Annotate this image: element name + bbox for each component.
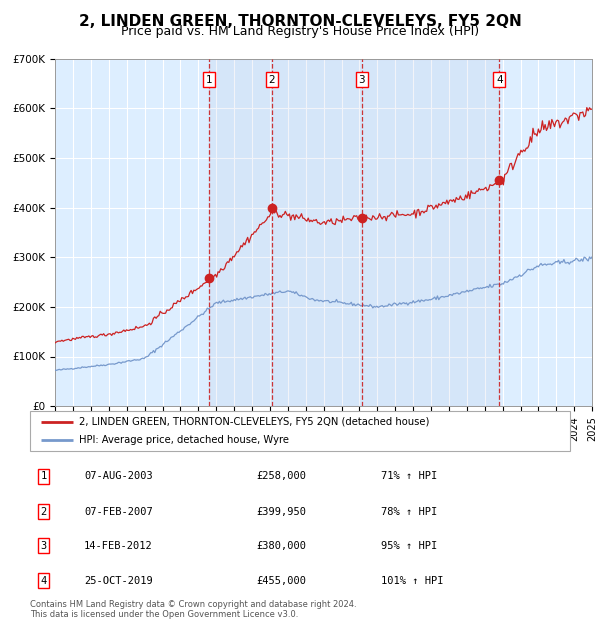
Text: 14-FEB-2012: 14-FEB-2012: [84, 541, 153, 551]
Text: 2, LINDEN GREEN, THORNTON-CLEVELEYS, FY5 2QN (detached house): 2, LINDEN GREEN, THORNTON-CLEVELEYS, FY5…: [79, 417, 429, 427]
Text: 1: 1: [40, 471, 47, 481]
Text: 78% ↑ HPI: 78% ↑ HPI: [381, 507, 437, 516]
Text: 07-FEB-2007: 07-FEB-2007: [84, 507, 153, 516]
Text: 25-OCT-2019: 25-OCT-2019: [84, 576, 153, 586]
Text: £399,950: £399,950: [257, 507, 307, 516]
Text: Contains HM Land Registry data © Crown copyright and database right 2024.
This d: Contains HM Land Registry data © Crown c…: [30, 600, 356, 619]
FancyBboxPatch shape: [30, 411, 570, 451]
Text: 95% ↑ HPI: 95% ↑ HPI: [381, 541, 437, 551]
Text: £258,000: £258,000: [257, 471, 307, 481]
Text: 71% ↑ HPI: 71% ↑ HPI: [381, 471, 437, 481]
Text: 4: 4: [496, 74, 503, 84]
Text: HPI: Average price, detached house, Wyre: HPI: Average price, detached house, Wyre: [79, 435, 289, 446]
Text: 3: 3: [358, 74, 365, 84]
Text: 1: 1: [206, 74, 212, 84]
Text: 2: 2: [40, 507, 47, 516]
Text: 4: 4: [40, 576, 47, 586]
Bar: [209, 59, 499, 406]
Text: 2: 2: [268, 74, 275, 84]
Text: Price paid vs. HM Land Registry's House Price Index (HPI): Price paid vs. HM Land Registry's House …: [121, 25, 479, 38]
Text: 3: 3: [40, 541, 47, 551]
Text: £380,000: £380,000: [257, 541, 307, 551]
Text: 07-AUG-2003: 07-AUG-2003: [84, 471, 153, 481]
Text: 101% ↑ HPI: 101% ↑ HPI: [381, 576, 443, 586]
Text: 2, LINDEN GREEN, THORNTON-CLEVELEYS, FY5 2QN: 2, LINDEN GREEN, THORNTON-CLEVELEYS, FY5…: [79, 14, 521, 29]
Text: £455,000: £455,000: [257, 576, 307, 586]
